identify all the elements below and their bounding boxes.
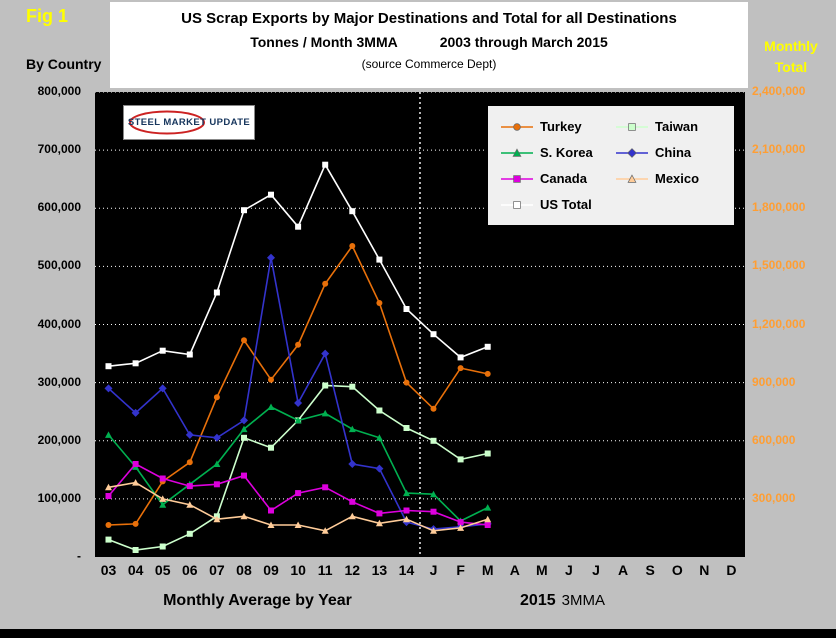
left-axis-tick: 700,000 [37, 142, 81, 157]
legend-label: Mexico [655, 171, 700, 186]
fig-label: Fig 1 [26, 6, 69, 26]
legend-marker-icon [616, 173, 648, 183]
left-axis-tick: 400,000 [37, 316, 81, 331]
legend-marker-icon [501, 174, 533, 183]
legend-label: China [655, 145, 692, 160]
x-axis-label: A [618, 562, 629, 578]
x-axis-label: 07 [209, 562, 225, 578]
legend-marker-icon [501, 147, 533, 157]
line-chart [95, 92, 745, 557]
left-axis-tick: 100,000 [37, 490, 81, 505]
x-axis-label: 09 [263, 562, 279, 578]
legend-label: S. Korea [540, 145, 593, 160]
chart-title-line2: Tonnes / Month 3MMA 2003 through March 20… [110, 34, 748, 50]
x-axis-label: O [671, 562, 683, 578]
right-axis-tick: 900,000 [752, 374, 796, 389]
legend-marker-icon [501, 122, 533, 131]
x-axis-label: 12 [344, 562, 361, 578]
x-axis-label: J [592, 562, 600, 578]
left-axis-tick: - [77, 549, 81, 563]
right-axis-tick: 1,200,000 [752, 316, 806, 331]
legend-item-s-korea: S. Korea [500, 145, 611, 160]
legend-label: Turkey [540, 119, 582, 134]
x-axis-label: A [509, 562, 520, 578]
x-axis-label: 11 [317, 562, 333, 578]
x-axis-label: 10 [290, 562, 306, 578]
x-axis-label: 03 [100, 562, 117, 578]
chart-subtitle-range: 2003 through March 2015 [439, 34, 608, 50]
legend-item-mexico: Mexico [615, 171, 726, 186]
caption-3mma: 3MMA [561, 592, 605, 609]
right-axis-tick: 600,000 [752, 432, 796, 447]
legend-label: Taiwan [655, 119, 699, 134]
x-axis-label: M [481, 562, 494, 578]
right-axis-title: Monthly Total [748, 36, 834, 78]
left-axis-tick: 500,000 [37, 258, 81, 273]
right-axis-tick: 300,000 [752, 490, 796, 505]
x-axis-label: 04 [127, 562, 144, 578]
legend-label: Canada [540, 171, 587, 186]
legend-item-canada: Canada [500, 171, 611, 186]
legend-label: US Total [540, 197, 592, 212]
x-axis-label: 14 [398, 562, 415, 578]
right-axis-title-line2: Total [774, 59, 808, 75]
caption-monthly-average: Monthly Average by Year [163, 592, 352, 609]
left-axis-ticks: 800,000 700,000 600,000 500,000 400,000 300,0… [0, 84, 88, 563]
smu-logo: STEEL MARKET UPDATE [123, 105, 255, 140]
right-axis-tick: 1,800,000 [752, 200, 806, 215]
logo-swoosh-icon [129, 110, 205, 135]
right-axis-title-line1: Monthly [764, 38, 818, 54]
title-block: US Scrap Exports by Major Destinations a… [110, 2, 748, 88]
right-axis-tick: 1,500,000 [752, 258, 806, 273]
legend-marker-icon [501, 200, 533, 209]
x-axis-label: J [565, 562, 573, 578]
left-axis-tick: 600,000 [37, 200, 81, 215]
logo-text: STEEL MARKET UPDATE [127, 117, 251, 128]
bottom-border-bar [0, 629, 836, 638]
legend-item-us-total: US Total [500, 197, 611, 212]
legend-marker-icon [616, 147, 648, 158]
legend-item-china: China [615, 145, 726, 160]
legend: Turkey Taiwan S. Korea China Canada Mexico US … [487, 105, 735, 226]
chart-title-line1: US Scrap Exports by Major Destinations a… [181, 10, 677, 27]
left-axis-title: By Country [26, 56, 102, 72]
chart-subtitle-units: Tonnes / Month 3MMA [250, 34, 398, 50]
caption-year: 2015 [520, 592, 556, 609]
left-axis-tick: 800,000 [37, 84, 81, 98]
x-axis-label: N [699, 562, 710, 578]
x-axis-label: 05 [154, 562, 171, 578]
legend-item-turkey: Turkey [500, 119, 611, 134]
x-axis-label: 08 [236, 562, 252, 578]
x-axis-label: M [536, 562, 548, 578]
right-axis-tick: 2,400,000 [752, 84, 806, 98]
x-axis-label: S [645, 562, 655, 578]
right-axis-ticks: 2,400,000 2,100,000 1,800,000 1,500,000 1,20… [750, 84, 836, 557]
x-axis-label: D [726, 562, 737, 578]
left-axis-tick: 200,000 [37, 432, 81, 447]
x-axis-label: J [429, 562, 438, 578]
right-axis-tick: 2,100,000 [752, 142, 806, 157]
chart-source: (source Commerce Dept) [361, 57, 497, 71]
plot-area: STEEL MARKET UPDATE Turkey Taiwan S. Korea… [95, 92, 745, 557]
caption-2015-3mma: 2015 3MMA [420, 592, 705, 610]
x-axis-labels: 03 04 05 06 07 08 09 10 11 12 13 14 J F M A M J J A S O N D [95, 562, 745, 582]
left-axis-tick: 300,000 [37, 374, 81, 389]
legend-marker-icon [616, 122, 648, 131]
x-axis-label: F [456, 562, 465, 578]
x-axis-label: 13 [371, 562, 388, 578]
x-axis-label: 06 [182, 562, 198, 578]
legend-item-taiwan: Taiwan [615, 119, 726, 134]
